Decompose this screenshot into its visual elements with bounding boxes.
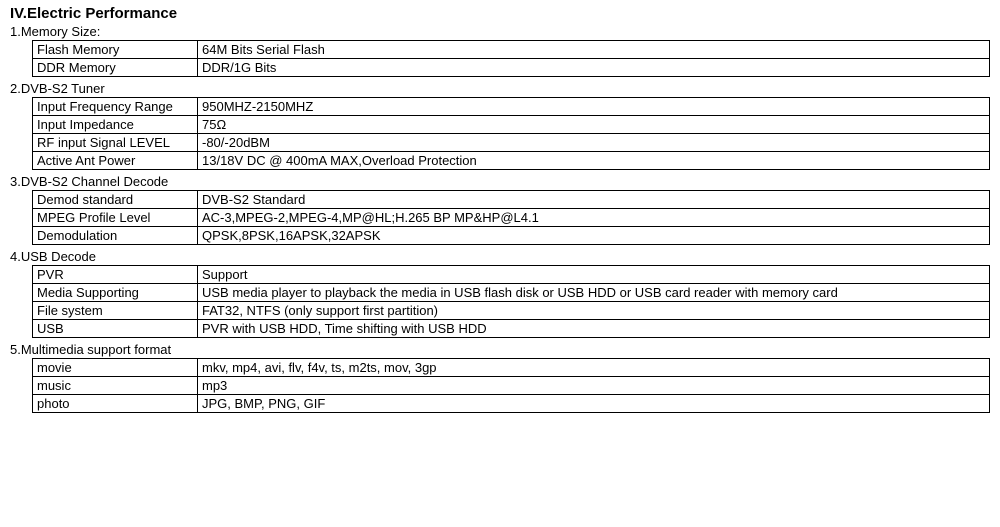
subsection-heading: 5.Multimedia support format — [10, 342, 990, 357]
table-row: musicmp3 — [33, 377, 990, 395]
content-container: 1.Memory Size:Flash Memory64M Bits Seria… — [10, 24, 990, 413]
spec-value: mp3 — [198, 377, 990, 395]
spec-table: Demod standardDVB-S2 StandardMPEG Profil… — [32, 190, 990, 245]
table-row: photoJPG, BMP, PNG, GIF — [33, 395, 990, 413]
spec-value: FAT32, NTFS (only support first partitio… — [198, 302, 990, 320]
spec-value: -80/-20dBM — [198, 134, 990, 152]
table-row: Demod standardDVB-S2 Standard — [33, 191, 990, 209]
spec-label: USB — [33, 320, 198, 338]
spec-label: File system — [33, 302, 198, 320]
spec-value: 75Ω — [198, 116, 990, 134]
table-row: USBPVR with USB HDD, Time shifting with … — [33, 320, 990, 338]
subsection-heading: 2.DVB-S2 Tuner — [10, 81, 990, 96]
spec-value: USB media player to playback the media i… — [198, 284, 990, 302]
spec-value: DDR/1G Bits — [198, 59, 990, 77]
subsection-heading: 4.USB Decode — [10, 249, 990, 264]
spec-label: Media Supporting — [33, 284, 198, 302]
spec-label: MPEG Profile Level — [33, 209, 198, 227]
spec-value: 64M Bits Serial Flash — [198, 41, 990, 59]
subsection-heading: 1.Memory Size: — [10, 24, 990, 39]
spec-label: movie — [33, 359, 198, 377]
table-row: moviemkv, mp4, avi, flv, f4v, ts, m2ts, … — [33, 359, 990, 377]
spec-value: QPSK,8PSK,16APSK,32APSK — [198, 227, 990, 245]
spec-value: 950MHZ-2150MHZ — [198, 98, 990, 116]
spec-value: 13/18V DC @ 400mA MAX,Overload Protectio… — [198, 152, 990, 170]
spec-table: PVRSupportMedia SupportingUSB media play… — [32, 265, 990, 338]
table-row: File systemFAT32, NTFS (only support fir… — [33, 302, 990, 320]
subsection-heading: 3.DVB-S2 Channel Decode — [10, 174, 990, 189]
spec-value: PVR with USB HDD, Time shifting with USB… — [198, 320, 990, 338]
spec-label: Active Ant Power — [33, 152, 198, 170]
spec-value: AC-3,MPEG-2,MPEG-4,MP@HL;H.265 BP MP&HP@… — [198, 209, 990, 227]
table-row: Input Impedance75Ω — [33, 116, 990, 134]
spec-label: Input Impedance — [33, 116, 198, 134]
table-row: Active Ant Power13/18V DC @ 400mA MAX,Ov… — [33, 152, 990, 170]
table-row: Media SupportingUSB media player to play… — [33, 284, 990, 302]
spec-label: RF input Signal LEVEL — [33, 134, 198, 152]
table-row: DemodulationQPSK,8PSK,16APSK,32APSK — [33, 227, 990, 245]
table-row: DDR MemoryDDR/1G Bits — [33, 59, 990, 77]
spec-label: Demod standard — [33, 191, 198, 209]
spec-label: Input Frequency Range — [33, 98, 198, 116]
spec-table: Input Frequency Range950MHZ-2150MHZInput… — [32, 97, 990, 170]
spec-label: DDR Memory — [33, 59, 198, 77]
spec-value: Support — [198, 266, 990, 284]
spec-label: Flash Memory — [33, 41, 198, 59]
spec-value: JPG, BMP, PNG, GIF — [198, 395, 990, 413]
spec-value: mkv, mp4, avi, flv, f4v, ts, m2ts, mov, … — [198, 359, 990, 377]
table-row: Input Frequency Range950MHZ-2150MHZ — [33, 98, 990, 116]
spec-label: PVR — [33, 266, 198, 284]
spec-label: photo — [33, 395, 198, 413]
table-row: MPEG Profile LevelAC-3,MPEG-2,MPEG-4,MP@… — [33, 209, 990, 227]
spec-label: music — [33, 377, 198, 395]
section-title: IV.Electric Performance — [10, 5, 990, 22]
table-row: PVRSupport — [33, 266, 990, 284]
spec-table: moviemkv, mp4, avi, flv, f4v, ts, m2ts, … — [32, 358, 990, 413]
table-row: Flash Memory64M Bits Serial Flash — [33, 41, 990, 59]
spec-value: DVB-S2 Standard — [198, 191, 990, 209]
spec-table: Flash Memory64M Bits Serial FlashDDR Mem… — [32, 40, 990, 77]
table-row: RF input Signal LEVEL-80/-20dBM — [33, 134, 990, 152]
spec-label: Demodulation — [33, 227, 198, 245]
